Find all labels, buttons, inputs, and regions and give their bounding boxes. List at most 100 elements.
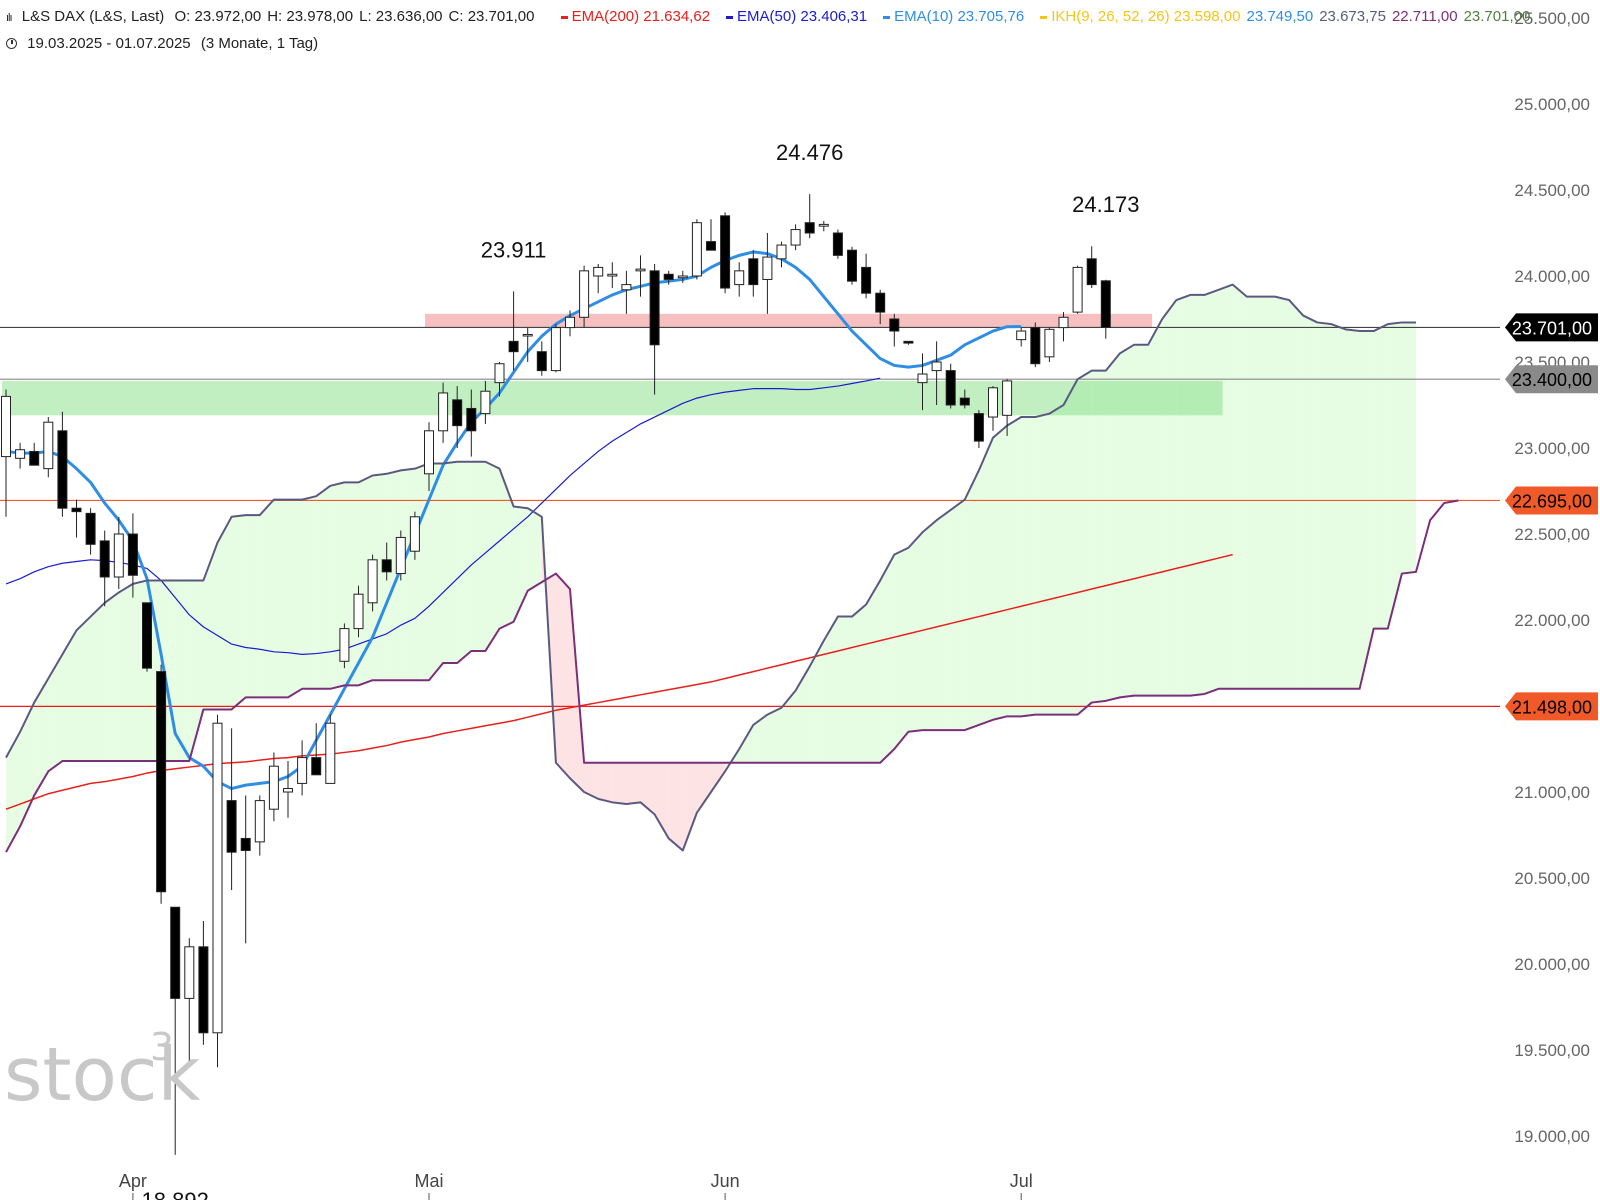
- candle: [931, 341, 942, 405]
- ohlc-values: O: 23.972,00 H: 23.978,00 L: 23.636,00 C: 2…: [174, 8, 540, 25]
- clock-icon: [6, 38, 17, 49]
- candle: [15, 442, 26, 469]
- candles-icon: ılı: [6, 12, 12, 24]
- x-axis-month-label: Mai: [414, 1171, 443, 1191]
- x-axis-month-label: Jul: [1010, 1171, 1033, 1191]
- ikh-cloud-segment: [1021, 417, 1036, 717]
- ohlc-item: C: 23.701,00: [448, 8, 535, 25]
- ikh-cloud-segment: [443, 461, 458, 663]
- support-resistance-zone: [2, 380, 1223, 416]
- ikh-cloud-segment: [1204, 289, 1219, 694]
- ikh-cloud-segment: [1218, 284, 1233, 689]
- legend-item[interactable]: EMA(10) 23.705,76: [894, 8, 1025, 25]
- ikh-cloud-segment: [1148, 319, 1163, 696]
- price-annotation: 24.173: [1072, 192, 1139, 217]
- candle-body: [804, 222, 815, 234]
- candle-body: [663, 273, 674, 280]
- candle-body: [1016, 330, 1027, 341]
- support-resistance-zone: [425, 313, 1153, 328]
- candle-body: [29, 450, 40, 466]
- candle: [649, 263, 660, 395]
- y-axis-tick-label: 24.500,00: [1514, 181, 1590, 200]
- candle-body: [226, 800, 237, 853]
- ikh-cloud-segment: [626, 762, 641, 805]
- candle-body: [212, 722, 223, 1034]
- ikh-cloud-segment: [696, 762, 711, 813]
- ikh-cloud-segment: [259, 499, 274, 698]
- candle-body: [353, 593, 364, 630]
- ikh-cloud-segment: [541, 516, 556, 763]
- candle-body: [71, 507, 82, 513]
- candle-body: [903, 340, 914, 344]
- candle-body: [959, 397, 970, 406]
- candle: [988, 386, 998, 431]
- y-axis-tick-label: 20.000,00: [1514, 955, 1590, 974]
- ikh-cloud-segment: [1105, 353, 1120, 701]
- chart-header-line-2: 19.03.2025 - 01.07.2025 (3 Monate, 1 Tag…: [6, 35, 324, 52]
- candle: [409, 511, 420, 560]
- candle-body: [818, 223, 829, 227]
- candle: [353, 585, 364, 638]
- candle-body: [395, 536, 406, 575]
- candle: [466, 389, 477, 457]
- price-annotation: 18.892: [142, 1188, 209, 1200]
- y-axis-tick-label: 22.000,00: [1514, 611, 1590, 630]
- candle: [522, 327, 533, 362]
- candle: [395, 530, 406, 581]
- candle-body: [593, 266, 604, 277]
- candle-body: [508, 340, 519, 353]
- candle-body: [973, 413, 984, 442]
- candle: [57, 411, 68, 517]
- ikh-cloud-segment: [245, 515, 260, 698]
- stock3-logo-superscript: 3: [150, 1025, 174, 1069]
- candle-body: [847, 249, 857, 282]
- ikh-cloud-segment: [1387, 322, 1402, 629]
- candle: [1072, 265, 1083, 314]
- candle-body: [99, 540, 110, 578]
- candle-body: [522, 333, 533, 337]
- ikh-cloud-segment: [1176, 294, 1191, 696]
- candle-body: [988, 387, 998, 418]
- candle: [959, 389, 970, 409]
- legend-item[interactable]: IKH(9, 26, 52, 26) 23.598,00: [1051, 8, 1241, 25]
- price-tag-label: 23.701,00: [1512, 318, 1592, 338]
- candle: [508, 291, 519, 371]
- candle-body: [1030, 327, 1041, 365]
- instrument-name: L&S DAX (L&S, Last): [21, 8, 165, 25]
- candle: [748, 250, 759, 297]
- chart-header-line-1: ılı L&S DAX (L&S, Last) O: 23.972,00 H: 2…: [6, 8, 1542, 25]
- candle: [226, 728, 237, 891]
- candle-body: [311, 757, 322, 776]
- ikh-cloud-segment: [978, 437, 993, 725]
- candle: [480, 380, 491, 424]
- legend-item[interactable]: EMA(50) 23.406,31: [737, 8, 868, 25]
- candle: [536, 341, 547, 376]
- candle-body: [875, 292, 886, 313]
- candle-body: [325, 722, 336, 784]
- candle: [875, 289, 886, 325]
- y-axis-tick-label: 19.000,00: [1514, 1127, 1590, 1146]
- price-tag-shape: [1505, 365, 1598, 394]
- ikh-cloud-segment: [513, 506, 528, 622]
- ikh-cloud-segment: [273, 499, 288, 698]
- line-ema-50-: [5, 377, 881, 656]
- candle: [593, 263, 604, 294]
- ikh-cloud-segment: [118, 583, 133, 762]
- ikh-cloud-segment: [950, 499, 965, 731]
- ikh-cloud-segment: [471, 461, 486, 651]
- candle: [283, 761, 293, 818]
- candle: [113, 516, 124, 590]
- ohlc-item: L: 23.636,00: [359, 8, 443, 25]
- line-ema-200-: [5, 553, 1233, 810]
- candle: [621, 270, 632, 314]
- ikh-cloud-segment: [1289, 300, 1304, 689]
- ikh-cloud-segment: [316, 485, 331, 689]
- ikh-cloud-segment: [922, 520, 937, 731]
- candle: [71, 499, 82, 538]
- candle-body: [142, 602, 152, 669]
- ikh-cloud-segment: [1091, 370, 1106, 703]
- candle-body: [1100, 280, 1111, 328]
- ikh-cloud-segment: [993, 425, 1008, 720]
- legend-item[interactable]: EMA(200) 21.634,62: [571, 8, 711, 25]
